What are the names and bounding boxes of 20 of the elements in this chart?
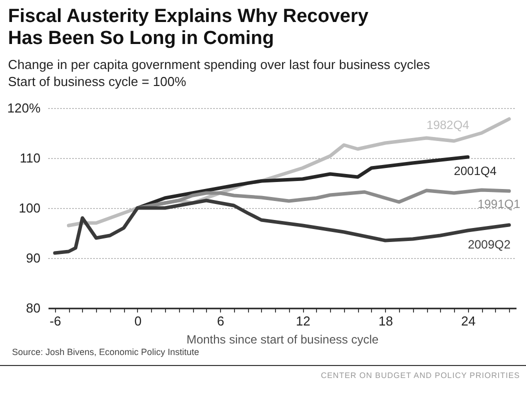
y-tick-label: 90 bbox=[26, 250, 40, 266]
chart-subtitle: Change in per capita government spending over last four business cycles Start of business cycle = 100% bbox=[8, 56, 432, 90]
text: CENTER ON BUDGET AND POLICY PRIORITIES bbox=[0, 365, 526, 380]
x-tick-label: -6 bbox=[50, 314, 62, 328]
series-label: 1982Q4 bbox=[426, 118, 470, 132]
chart-title: Fiscal Austerity Explains Why Recovery Has Been So Long in Coming bbox=[8, 6, 370, 50]
x-tick-label: 12 bbox=[296, 314, 310, 328]
series-label: 1991Q1 bbox=[478, 197, 521, 211]
series-label: 2001Q4 bbox=[454, 164, 497, 178]
y-tick-label: 80 bbox=[26, 300, 40, 316]
y-tick-label: 100 bbox=[18, 200, 40, 216]
x-tick-label: 18 bbox=[378, 314, 393, 328]
x-tick-label: 0 bbox=[134, 314, 142, 328]
x-tick-label: 6 bbox=[216, 314, 224, 328]
series-label: 2009Q2 bbox=[468, 238, 511, 252]
x-axis-title: Months since start of business cycle bbox=[186, 332, 379, 346]
source-note: Source: Josh Bivens, Economic Policy Institute bbox=[12, 347, 200, 357]
x-tick-label: 24 bbox=[461, 314, 476, 328]
y-tick-label: 120% bbox=[7, 100, 41, 116]
y-tick-label: 110 bbox=[20, 150, 40, 166]
